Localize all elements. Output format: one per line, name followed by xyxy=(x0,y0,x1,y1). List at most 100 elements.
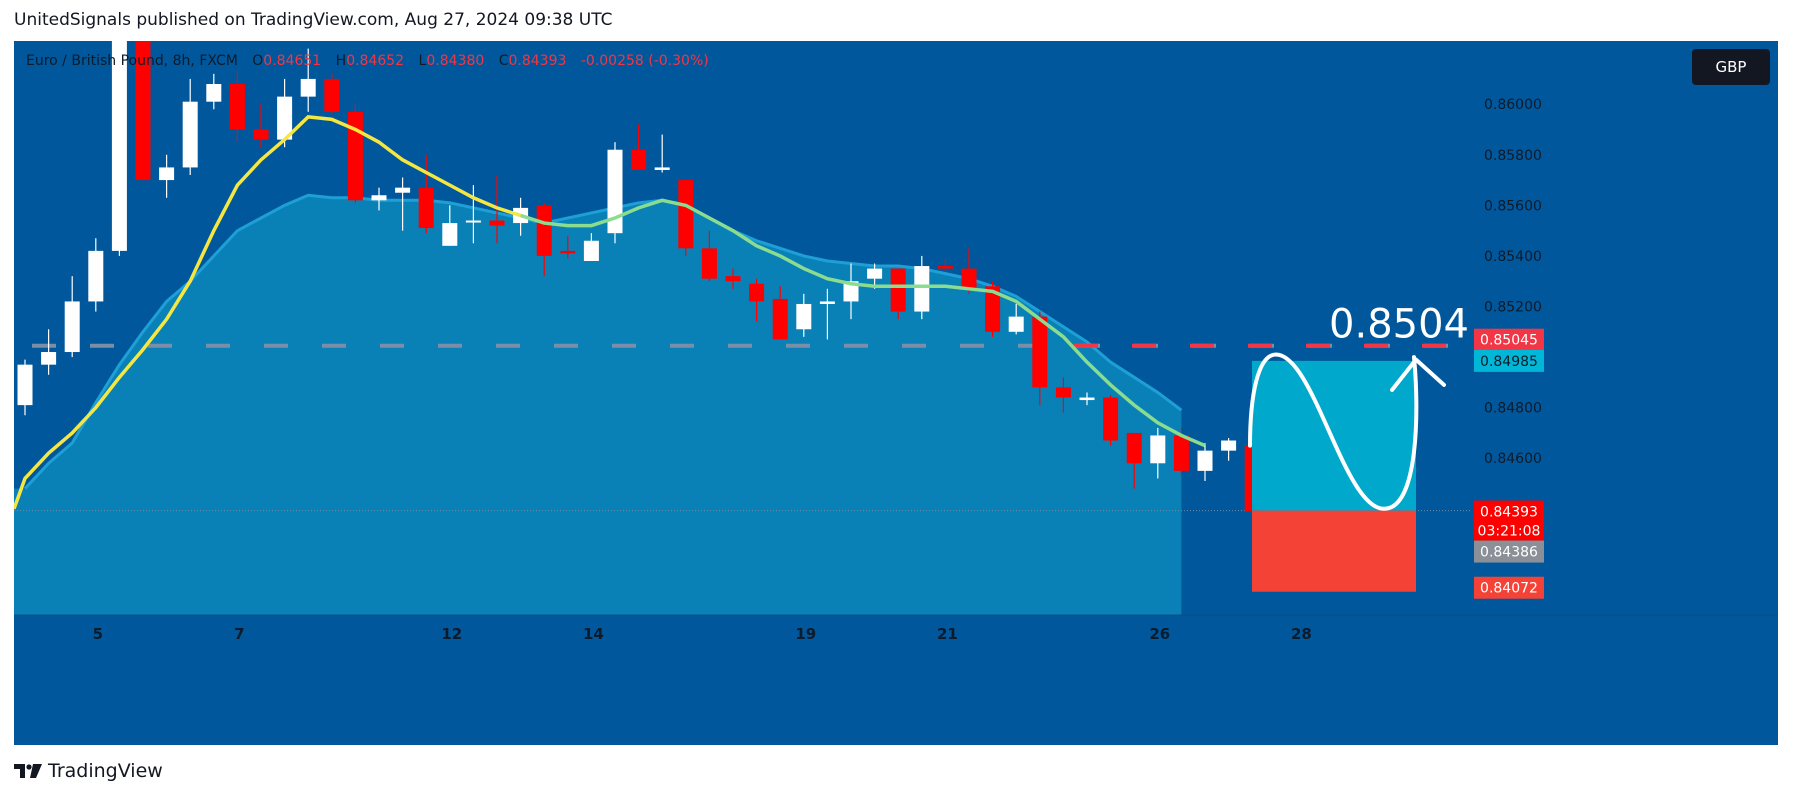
candle-body xyxy=(17,364,33,406)
cyan-price-tag: 0.84985 xyxy=(1480,354,1538,370)
candle-body xyxy=(1126,432,1142,464)
candle xyxy=(701,230,717,282)
candle-body xyxy=(347,111,363,201)
candle-body xyxy=(489,220,505,226)
candle xyxy=(418,154,434,234)
gray-price-tag-bg xyxy=(1474,540,1544,563)
y-tick-label: 0.85800 xyxy=(1484,148,1542,164)
candle-body xyxy=(111,41,127,251)
candle xyxy=(654,134,670,173)
forecast-arrowhead xyxy=(1390,357,1446,392)
candle xyxy=(725,268,741,289)
x-tick-label: 12 xyxy=(441,625,462,643)
candle-body xyxy=(253,129,269,140)
last-price-tag: 0.84393 xyxy=(1480,505,1538,521)
candle xyxy=(1032,311,1048,406)
candle-body xyxy=(819,301,835,304)
y-tick-label: 0.85200 xyxy=(1484,300,1542,316)
candle-body xyxy=(395,187,411,193)
close-value: 0.84393 xyxy=(508,53,567,69)
candle xyxy=(937,258,953,272)
candle-body xyxy=(985,286,1001,332)
candle xyxy=(1221,437,1237,461)
open-label: O xyxy=(252,53,264,69)
candle xyxy=(631,124,647,170)
candle xyxy=(111,41,127,256)
candle-body xyxy=(796,303,812,330)
candle xyxy=(41,329,57,375)
candle xyxy=(300,48,316,112)
stop-zone xyxy=(1252,510,1416,592)
countdown-tag: 03:21:08 xyxy=(1478,524,1541,540)
target-zone xyxy=(1252,360,1416,511)
candle xyxy=(583,233,599,261)
candle xyxy=(253,104,269,148)
close-label: C xyxy=(498,53,509,69)
moving-average-yellow xyxy=(14,115,522,510)
candle-body xyxy=(937,266,953,269)
candle-body xyxy=(1079,397,1095,401)
candle-body xyxy=(1150,435,1166,464)
candle xyxy=(1150,427,1166,479)
candle-body xyxy=(1103,397,1119,441)
candlestick-chart[interactable]: 0.8504 0.84600 0.84800 0.85200 0.85400 0.856… xyxy=(14,41,1778,745)
candle-body xyxy=(914,266,930,312)
band-upper-line xyxy=(23,193,1183,490)
candle-body xyxy=(206,83,222,102)
y-tick-label: 0.84600 xyxy=(1484,451,1542,467)
candle xyxy=(277,78,293,148)
candle xyxy=(890,268,906,320)
moving-average-green xyxy=(520,198,1206,448)
candle xyxy=(843,263,859,320)
currency-badge[interactable]: GBP xyxy=(1692,49,1770,85)
high-label: H xyxy=(335,53,347,69)
position-tool: 0.8504 xyxy=(1248,302,1469,592)
candle-body xyxy=(182,101,198,168)
candle-body xyxy=(1221,440,1237,451)
candle xyxy=(88,238,104,312)
tradingview-logo-icon xyxy=(14,764,42,778)
candle xyxy=(371,187,387,211)
tradingview-brand: TradingView xyxy=(48,760,163,782)
chart-area[interactable]: 0.8504 0.84600 0.84800 0.85200 0.85400 0.856… xyxy=(14,41,1778,745)
candle-body xyxy=(1173,435,1189,471)
candle-body xyxy=(772,298,788,340)
band-fill xyxy=(14,195,1182,615)
candle-body xyxy=(159,167,175,181)
gray-price-tag: 0.84386 xyxy=(1480,545,1538,561)
candle xyxy=(1008,303,1024,335)
candle xyxy=(536,202,552,277)
y-tick-label: 0.86000 xyxy=(1484,97,1542,113)
y-tick-label: 0.85400 xyxy=(1484,249,1542,265)
x-tick-label: 21 xyxy=(937,625,958,643)
candle xyxy=(1103,395,1119,446)
candle xyxy=(1197,443,1213,481)
candle-body xyxy=(749,283,765,302)
x-tick-label: 26 xyxy=(1149,625,1170,643)
x-tick-label: 19 xyxy=(795,625,816,643)
candle-body xyxy=(442,223,458,246)
tradingview-logo[interactable]: TradingView xyxy=(14,760,163,782)
candle xyxy=(159,154,175,198)
candle-body xyxy=(961,268,977,289)
candle-body xyxy=(560,250,576,254)
candle xyxy=(819,288,835,340)
candle xyxy=(607,142,623,244)
candle-body xyxy=(324,78,340,112)
candle xyxy=(465,185,481,244)
moving-average-lines xyxy=(14,115,1206,510)
candle-body xyxy=(843,281,859,302)
target-price-tag-bg xyxy=(1474,328,1544,351)
candle xyxy=(324,73,340,115)
target-price-tag: 0.85045 xyxy=(1480,333,1538,349)
x-tick-label: 28 xyxy=(1291,625,1312,643)
candle xyxy=(749,278,765,322)
target-annotation: 0.8504 xyxy=(1329,302,1469,348)
y-tick-label: 0.84800 xyxy=(1484,401,1542,417)
open-value: 0.84651 xyxy=(263,53,322,69)
candle-body xyxy=(1055,387,1071,398)
candle xyxy=(796,293,812,337)
candle-body xyxy=(725,276,741,282)
candle xyxy=(17,359,33,416)
y-tick-label: 0.85600 xyxy=(1484,198,1542,214)
